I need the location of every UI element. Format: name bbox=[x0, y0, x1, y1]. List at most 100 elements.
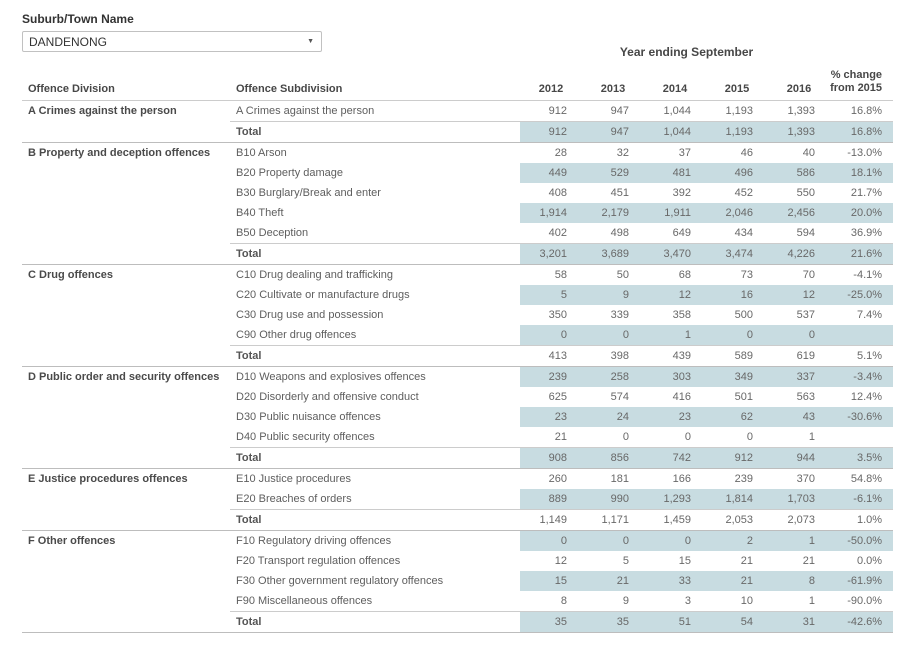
value-cell: 1 bbox=[808, 430, 815, 443]
division-group: D Public order and security offences D10 … bbox=[22, 366, 894, 468]
pct-change-cell: -13.0% bbox=[847, 146, 883, 159]
value-cell: 0 bbox=[622, 430, 629, 443]
value-cell: 3,689 bbox=[582, 242, 644, 264]
value-cell: 944 bbox=[768, 446, 830, 468]
pct-change-cell: 7.4% bbox=[856, 308, 883, 321]
value-cell: 46 bbox=[740, 146, 753, 159]
pct-change-cell: -6.1% bbox=[830, 488, 894, 509]
value-cell: 5 bbox=[622, 554, 629, 567]
value-cell: 1,393 bbox=[787, 104, 815, 117]
value-cell: 3 bbox=[684, 594, 691, 607]
table-row: B30 Burglary/Break and enter 408 451 392 452… bbox=[22, 183, 893, 203]
value-cell: 889 bbox=[520, 488, 582, 509]
suburb-dropdown[interactable]: DANDENONG ▼ bbox=[22, 31, 322, 52]
value-cell: 1,193 bbox=[706, 120, 768, 142]
table-row: E Justice procedures offences E10 Justice… bbox=[22, 468, 893, 489]
total-row: Total 1,149 1,171 1,459 2,053 2,073 1.0% bbox=[22, 508, 894, 530]
value-cell: 912 bbox=[706, 446, 768, 468]
value-cell: 239 bbox=[734, 472, 753, 485]
value-cell: 40 bbox=[802, 146, 815, 159]
subdivision-label: D40 Public security offences bbox=[236, 430, 375, 443]
table-row: C Drug offences C10 Drug dealing and traf… bbox=[22, 264, 893, 285]
table-row: C90 Other drug offences 0 0 1 0 0 bbox=[22, 324, 894, 345]
value-cell: 2,046 bbox=[706, 202, 768, 223]
value-cell: 9 bbox=[622, 594, 629, 607]
value-cell: 181 bbox=[610, 472, 629, 485]
subdivision-label: F30 Other government regulatory offences bbox=[236, 574, 444, 587]
subdivision-label: B50 Deception bbox=[236, 226, 309, 239]
value-cell: 8 bbox=[768, 570, 830, 591]
value-cell: 32 bbox=[616, 146, 629, 159]
value-cell: 4,226 bbox=[768, 242, 830, 264]
value-cell: 416 bbox=[672, 390, 691, 403]
subdivision-label: Total bbox=[230, 508, 520, 530]
value-cell: 23 bbox=[520, 406, 582, 427]
value-cell: 625 bbox=[548, 390, 567, 403]
subdivision-label: D20 Disorderly and offensive conduct bbox=[236, 390, 419, 403]
value-cell: 398 bbox=[582, 344, 644, 366]
value-cell: 574 bbox=[610, 390, 629, 403]
value-cell: 260 bbox=[548, 472, 567, 485]
value-cell: 451 bbox=[610, 186, 629, 199]
value-cell: 0 bbox=[520, 530, 582, 551]
value-cell: 303 bbox=[644, 366, 706, 387]
chevron-down-icon[interactable]: ▼ bbox=[307, 38, 314, 45]
value-cell: 12 bbox=[554, 554, 567, 567]
value-cell: 8 bbox=[560, 594, 567, 607]
pct-change-cell: -90.0% bbox=[847, 594, 883, 607]
value-cell: 58 bbox=[554, 268, 567, 281]
value-cell: 62 bbox=[706, 406, 768, 427]
value-cell: 439 bbox=[644, 344, 706, 366]
value-cell: 402 bbox=[548, 226, 567, 239]
value-cell: 1,393 bbox=[768, 120, 830, 142]
value-cell: 70 bbox=[802, 268, 815, 281]
value-cell: 594 bbox=[796, 226, 815, 239]
value-cell: 1,044 bbox=[644, 120, 706, 142]
subdivision-label: C90 Other drug offences bbox=[236, 328, 357, 341]
table-row: B40 Theft 1,914 2,179 1,911 2,046 2,456 20.0% bbox=[22, 202, 894, 223]
value-cell: 33 bbox=[644, 570, 706, 591]
table-row: D20 Disorderly and offensive conduct 625 5… bbox=[22, 387, 893, 407]
value-cell: 349 bbox=[706, 366, 768, 387]
value-cell: 1 bbox=[644, 324, 706, 345]
col-header-subdivision: Offence Subdivision bbox=[236, 82, 343, 95]
value-cell: 408 bbox=[548, 186, 567, 199]
table-row: D40 Public security offences 21 0 0 0 1 bbox=[22, 427, 893, 448]
value-cell: 452 bbox=[734, 186, 753, 199]
subdivision-label: E20 Breaches of orders bbox=[236, 492, 352, 505]
table-row: B20 Property damage 449 529 481 496 586 18.1% bbox=[22, 162, 894, 183]
value-cell: 586 bbox=[768, 162, 830, 183]
col-header-year: 2014 bbox=[662, 82, 688, 95]
value-cell: 498 bbox=[610, 226, 629, 239]
value-cell: 1,149 bbox=[520, 508, 582, 530]
value-cell: 21 bbox=[706, 570, 768, 591]
value-cell: 1 bbox=[808, 594, 815, 607]
value-cell: 3,470 bbox=[644, 242, 706, 264]
value-cell: 449 bbox=[520, 162, 582, 183]
total-row: Total 35 35 51 54 31 -42.6% bbox=[22, 610, 894, 632]
subdivision-label: Total bbox=[230, 446, 520, 468]
pct-change-cell: 54.8% bbox=[850, 472, 883, 485]
col-header-division: Offence Division bbox=[28, 82, 115, 95]
value-cell: 24 bbox=[582, 406, 644, 427]
value-cell: 0 bbox=[582, 324, 644, 345]
pct-change-line1: % change bbox=[830, 68, 883, 81]
subdivision-label: D30 Public nuisance offences bbox=[236, 410, 381, 423]
value-cell: 50 bbox=[616, 268, 629, 281]
pct-change-cell: 21.7% bbox=[850, 186, 883, 199]
value-cell: 947 bbox=[610, 104, 629, 117]
pct-change-cell: 20.0% bbox=[830, 202, 894, 223]
division-group: E Justice procedures offences E10 Justice… bbox=[22, 468, 894, 530]
table-row: D30 Public nuisance offences 23 24 23 62 43 -3… bbox=[22, 406, 894, 427]
value-cell: 1,171 bbox=[582, 508, 644, 530]
value-cell: 358 bbox=[672, 308, 691, 321]
pct-change-cell bbox=[830, 427, 893, 448]
value-cell: 649 bbox=[672, 226, 691, 239]
value-cell: 947 bbox=[582, 120, 644, 142]
value-cell: 0 bbox=[706, 324, 768, 345]
value-cell: 239 bbox=[520, 366, 582, 387]
value-cell: 0 bbox=[746, 430, 753, 443]
table-row: E20 Breaches of orders 889 990 1,293 1,814 1,… bbox=[22, 488, 894, 509]
subdivision-label: Total bbox=[230, 242, 520, 264]
